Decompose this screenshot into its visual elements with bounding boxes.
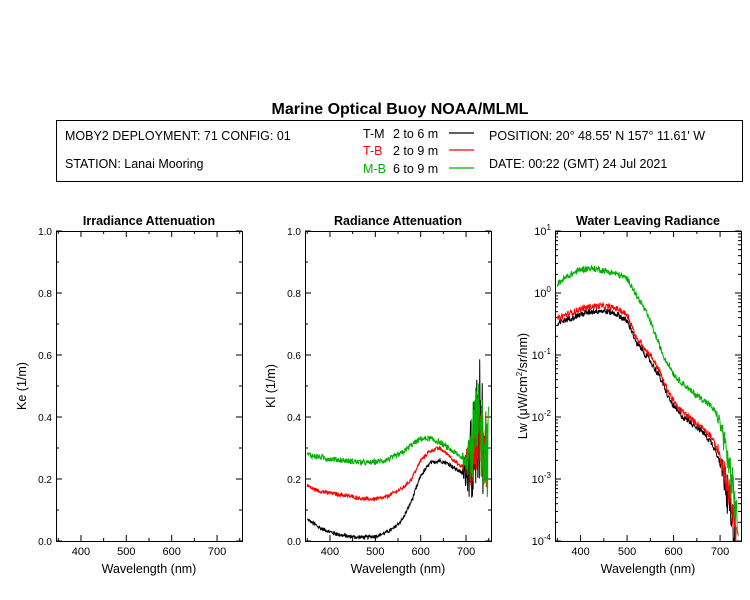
position-text: POSITION: 20° 48.55' N 157° 11.61' W: [489, 129, 705, 143]
x-tick-label: 700: [711, 546, 729, 558]
series-line-t-m: [306, 359, 485, 541]
y-tick-label: 10-1: [532, 347, 552, 362]
x-tick-label: 700: [457, 546, 475, 558]
y-tick-label: 0.2: [38, 475, 52, 486]
chart-title: Water Leaving Radiance: [576, 214, 720, 228]
y-tick-label: 10-2: [532, 409, 552, 424]
plot-frame: [56, 231, 243, 542]
figure-title: Marine Optical Buoy NOAA/MLML: [272, 101, 529, 118]
x-tick-label: 600: [664, 546, 682, 558]
irradiance-chart: Irradiance Attenuation 400 500 600 700 0.0 0.2…: [15, 214, 243, 576]
series-line-t-b: [306, 396, 487, 502]
y-tick-label: 100: [534, 285, 551, 300]
x-tick-label: 600: [163, 546, 181, 558]
y-tick-label: 0.0: [38, 537, 52, 548]
x-tick-label: 600: [412, 546, 430, 558]
x-tick-label: 400: [571, 546, 589, 558]
legend-range-t-m: 2 to 6 m: [393, 127, 438, 141]
x-axis-label: Wavelength (nm): [102, 562, 197, 576]
x-tick-label: 400: [72, 546, 90, 558]
header-box: [56, 120, 743, 182]
station-text: STATION: Lanai Mooring: [65, 157, 204, 171]
y-tick-label: 10-4: [532, 533, 552, 548]
deployment-text: MOBY2 DEPLOYMENT: 71 CONFIG: 01: [65, 129, 291, 143]
legend-range-t-b: 2 to 9 m: [393, 144, 438, 158]
y-axis-label: Lw (μW/cm2/sr/nm): [515, 333, 530, 439]
y-tick-label: 0.8: [287, 289, 301, 300]
series-line-t-b: [556, 301, 737, 541]
y-tick-label: 0.0: [287, 537, 301, 548]
y-tick-label: 1.0: [287, 227, 301, 238]
y-axis-label: Ke (1/m): [15, 362, 29, 410]
legend-code-t-m: T-M: [363, 127, 385, 141]
legend: T-M 2 to 6 m T-B 2 to 9 m M-B 6 to 9 m: [363, 127, 474, 176]
chart-title: Radiance Attenuation: [334, 214, 462, 228]
y-tick-label: 10-3: [532, 471, 552, 486]
x-tick-label: 700: [208, 546, 226, 558]
y-axis-label: Kl (1/m): [264, 364, 278, 408]
x-tick-label: 500: [366, 546, 384, 558]
y-tick-label: 1.0: [38, 227, 52, 238]
series-line-m-b: [556, 264, 739, 537]
x-axis-label: Wavelength (nm): [601, 562, 696, 576]
radiance-chart: Radiance Attenuation 400 500 600 700 0.0 0.2 0.…: [264, 214, 492, 576]
y-tick-label: 0.4: [38, 413, 52, 424]
y-tick-label: 0.8: [38, 289, 52, 300]
date-text: DATE: 00:22 (GMT) 24 Jul 2021: [489, 157, 667, 171]
series-line-m-b: [306, 383, 490, 498]
plot-frame: [555, 231, 742, 542]
y-tick-label: 0.4: [287, 413, 301, 424]
legend-range-m-b: 6 to 9 m: [393, 162, 438, 176]
y-tick-label: 0.6: [287, 351, 301, 362]
y-tick-label: 0.2: [287, 475, 301, 486]
water-leaving-chart: Water Leaving Radiance 400 500 600 700 10-4 10…: [515, 214, 742, 576]
y-tick-label: 0.6: [38, 351, 52, 362]
chart-title: Irradiance Attenuation: [83, 214, 215, 228]
x-tick-label: 500: [117, 546, 135, 558]
legend-code-m-b: M-B: [363, 162, 386, 176]
x-tick-label: 400: [321, 546, 339, 558]
legend-code-t-b: T-B: [363, 144, 382, 158]
x-axis-label: Wavelength (nm): [351, 562, 446, 576]
y-tick-label: 101: [534, 223, 551, 238]
x-tick-label: 500: [618, 546, 636, 558]
